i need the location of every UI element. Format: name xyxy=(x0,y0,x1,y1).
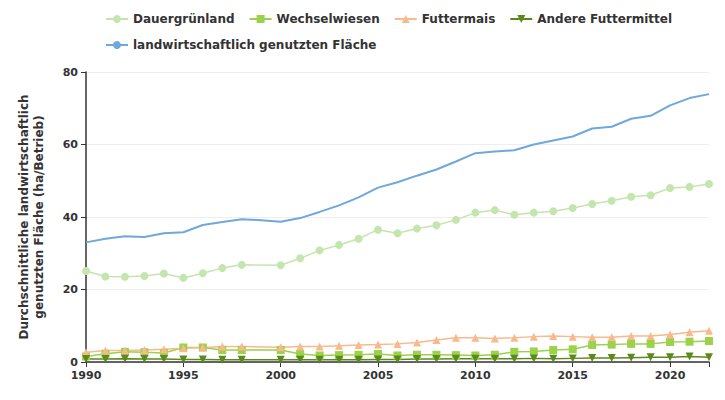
svg-text:80: 80 xyxy=(63,66,79,79)
svg-text:landwirtschaftlich genutzten F: landwirtschaftlich genutzten Fläche xyxy=(133,38,376,52)
svg-text:2005: 2005 xyxy=(363,369,394,382)
svg-text:genutzten Fläche (ha/Betrieb): genutzten Fläche (ha/Betrieb) xyxy=(32,115,46,318)
svg-text:Dauergrünland: Dauergrünland xyxy=(133,12,235,26)
svg-text:2015: 2015 xyxy=(557,369,588,382)
svg-text:2020: 2020 xyxy=(655,369,686,382)
svg-text:2010: 2010 xyxy=(460,369,491,382)
svg-text:Wechselwiesen: Wechselwiesen xyxy=(277,12,380,26)
svg-text:Futtermais: Futtermais xyxy=(422,12,496,26)
svg-text:60: 60 xyxy=(63,138,79,151)
svg-text:0: 0 xyxy=(70,356,78,369)
svg-text:Durchschnittliche landwirtscha: Durchschnittliche landwirtschaftlich xyxy=(17,94,31,339)
svg-text:20: 20 xyxy=(63,283,79,296)
svg-text:40: 40 xyxy=(63,211,79,224)
svg-text:2000: 2000 xyxy=(265,369,296,382)
svg-text:1995: 1995 xyxy=(168,369,199,382)
svg-text:Andere Futtermittel: Andere Futtermittel xyxy=(537,12,672,26)
svg-text:1990: 1990 xyxy=(71,369,102,382)
